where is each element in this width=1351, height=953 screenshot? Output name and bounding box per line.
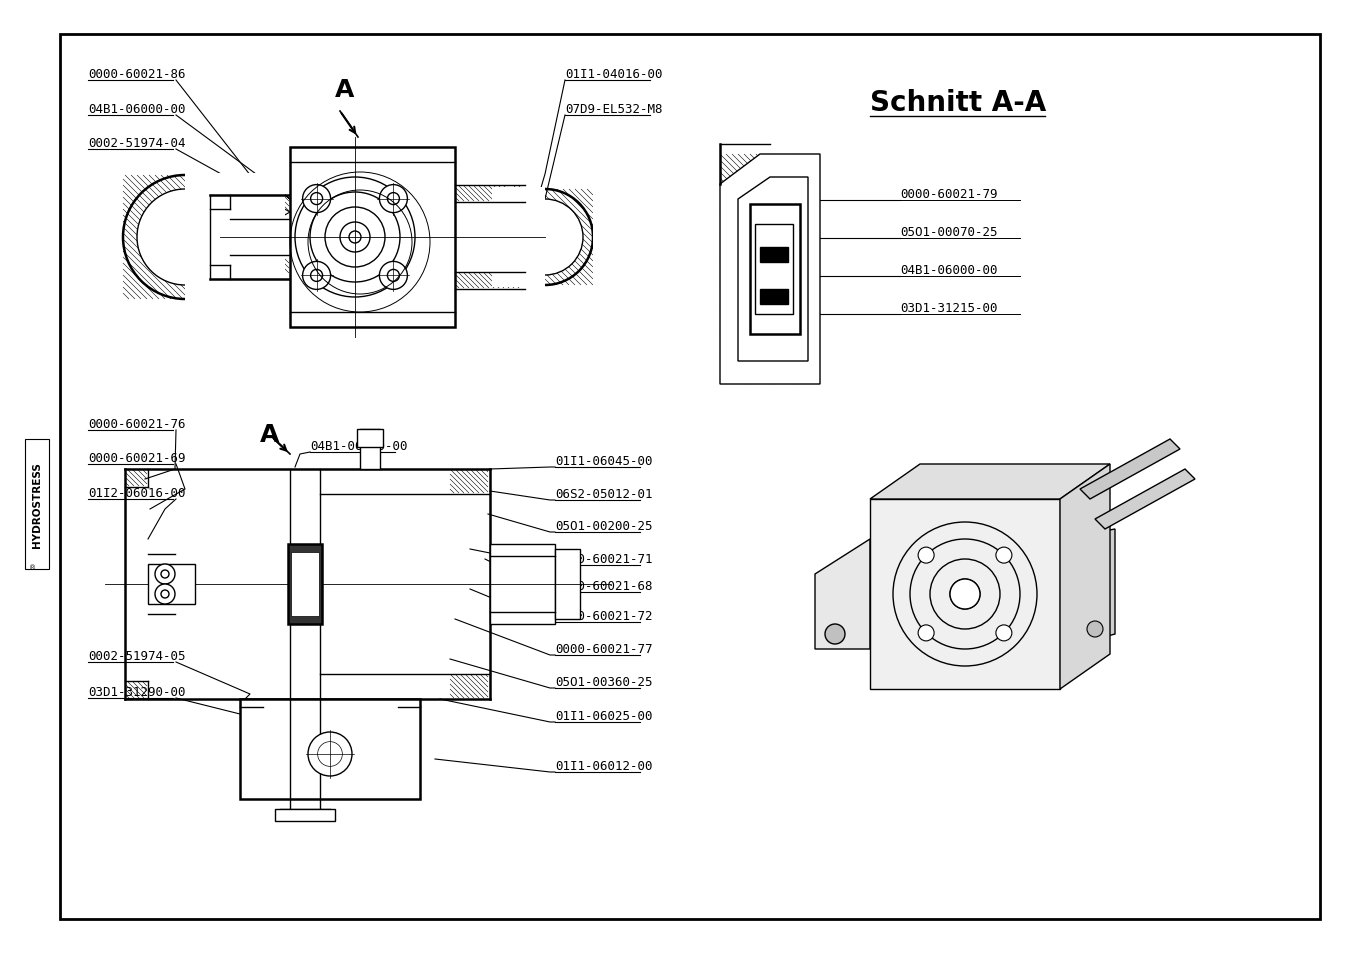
Circle shape — [303, 186, 331, 213]
Bar — [761, 248, 788, 263]
Polygon shape — [1079, 439, 1179, 499]
Bar — [276, 809, 335, 821]
Text: 05O1-00360-25: 05O1-00360-25 — [555, 676, 653, 688]
Text: 04B1-06000-00: 04B1-06000-00 — [900, 264, 997, 277]
Text: 0000-60021-68: 0000-60021-68 — [555, 579, 653, 593]
Circle shape — [950, 579, 979, 609]
Text: 04B1-06000-00: 04B1-06000-00 — [88, 103, 185, 116]
Bar — [359, 430, 380, 470]
Text: 01I1-06025-00: 01I1-06025-00 — [555, 709, 653, 722]
Text: 0000-60021-69: 0000-60021-69 — [88, 452, 185, 464]
Circle shape — [1088, 621, 1102, 638]
Bar — [761, 290, 788, 305]
Text: 03D1-31215-00: 03D1-31215-00 — [900, 302, 997, 315]
Text: 07D9-EL532-M8: 07D9-EL532-M8 — [565, 103, 662, 116]
Circle shape — [311, 193, 323, 206]
Circle shape — [123, 175, 247, 299]
Text: 01I1-06012-00: 01I1-06012-00 — [555, 760, 653, 772]
Circle shape — [507, 200, 584, 275]
Polygon shape — [815, 539, 870, 649]
Text: 05O1-00200-25: 05O1-00200-25 — [555, 519, 653, 533]
Polygon shape — [720, 154, 820, 385]
Bar — [26, 439, 49, 569]
Bar — [555, 550, 580, 619]
Bar — [492, 188, 544, 288]
Circle shape — [825, 624, 844, 644]
Bar — [290, 148, 455, 328]
Polygon shape — [1096, 470, 1196, 530]
Bar — [149, 564, 195, 604]
Text: 0002-51974-04: 0002-51974-04 — [88, 137, 185, 150]
Circle shape — [996, 548, 1012, 563]
Text: 0000-60021-72: 0000-60021-72 — [555, 609, 653, 622]
Bar — [593, 188, 613, 288]
Text: 0000-60021-77: 0000-60021-77 — [555, 642, 653, 656]
Text: 01I2-06016-00: 01I2-06016-00 — [88, 486, 185, 499]
Bar — [870, 499, 1061, 689]
Text: 03D1-31290-00: 03D1-31290-00 — [88, 685, 185, 699]
Text: 0000-60021-71: 0000-60021-71 — [555, 553, 653, 565]
Circle shape — [388, 270, 400, 282]
Circle shape — [380, 186, 408, 213]
Text: A: A — [335, 78, 355, 102]
Circle shape — [919, 548, 934, 563]
Circle shape — [317, 742, 342, 766]
Polygon shape — [870, 464, 1111, 499]
Circle shape — [996, 625, 1012, 641]
Text: 04B1-06000-00: 04B1-06000-00 — [309, 439, 408, 453]
Bar — [290, 553, 319, 617]
Polygon shape — [1061, 530, 1115, 649]
Bar — [240, 700, 420, 800]
Circle shape — [919, 625, 934, 641]
Circle shape — [303, 262, 331, 290]
Bar — [288, 544, 322, 624]
Bar — [490, 544, 555, 624]
Circle shape — [155, 564, 176, 584]
Circle shape — [136, 190, 232, 286]
Polygon shape — [738, 178, 808, 361]
Circle shape — [497, 190, 593, 286]
Text: Schnitt A-A: Schnitt A-A — [870, 89, 1046, 117]
Text: 01I1-06045-00: 01I1-06045-00 — [555, 455, 653, 468]
Circle shape — [388, 193, 400, 206]
Text: 0000-60021-79: 0000-60021-79 — [900, 189, 997, 201]
Text: 06S2-05012-01: 06S2-05012-01 — [555, 488, 653, 500]
Text: 0000-60021-86: 0000-60021-86 — [88, 68, 185, 81]
Bar — [185, 173, 285, 302]
Bar — [755, 225, 793, 314]
Polygon shape — [1061, 464, 1111, 689]
Text: ®: ® — [30, 564, 36, 571]
Circle shape — [380, 262, 408, 290]
Text: 0000-60021-76: 0000-60021-76 — [88, 417, 185, 431]
Text: 05O1-00070-25: 05O1-00070-25 — [900, 226, 997, 239]
Circle shape — [317, 742, 342, 766]
Text: A: A — [261, 422, 280, 447]
Bar — [750, 205, 800, 335]
Circle shape — [311, 270, 323, 282]
Circle shape — [155, 584, 176, 604]
Text: 0002-51974-05: 0002-51974-05 — [88, 649, 185, 662]
Text: HYDROSTRESS: HYDROSTRESS — [32, 461, 42, 547]
Circle shape — [308, 732, 353, 776]
Text: 01I1-04016-00: 01I1-04016-00 — [565, 68, 662, 81]
Bar — [357, 430, 382, 448]
